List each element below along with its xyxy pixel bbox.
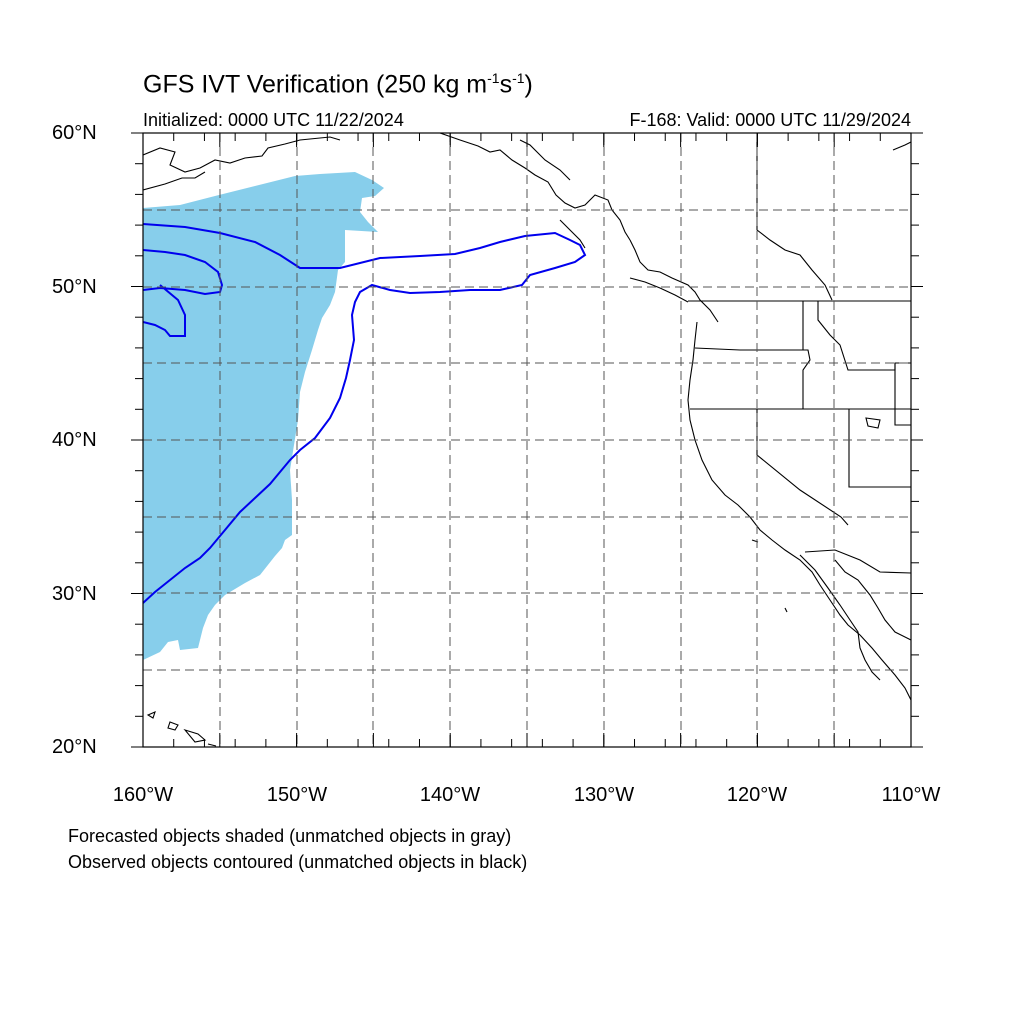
lat-label-60: 60°N [52,122,97,144]
lat-label-40: 40°N [52,429,97,451]
lat-lon-grid [143,133,911,747]
forecast-ivt-object [143,172,384,660]
coastlines [143,133,911,747]
lon-label-150w: 150°W [266,784,328,806]
lon-label-120w: 120°W [726,784,788,806]
lon-label-110w: 110°W [881,784,941,806]
observed-ivt-contour [143,223,587,604]
axis-ticks [131,132,923,748]
map-title: GFS IVT Verification (250 kg m-1s-1) [143,70,533,99]
lat-label-30: 30°N [52,583,97,605]
legend-forecast-note: Forecasted objects shaded (unmatched obj… [68,826,512,846]
legend-observed-note: Observed objects contoured (unmatched ob… [68,852,528,872]
lon-label-160w: 160°W [112,784,174,806]
lon-label-140w: 140°W [419,784,481,806]
lat-label-20: 20°N [52,736,97,758]
observed-ivt-contour-west [143,249,224,337]
valid-time: F-168: Valid: 0000 UTC 11/29/2024 [629,110,911,130]
lat-label-50: 50°N [52,276,97,298]
lon-label-130w: 130°W [573,784,635,806]
initialized-time: Initialized: 0000 UTC 11/22/2024 [143,110,404,130]
